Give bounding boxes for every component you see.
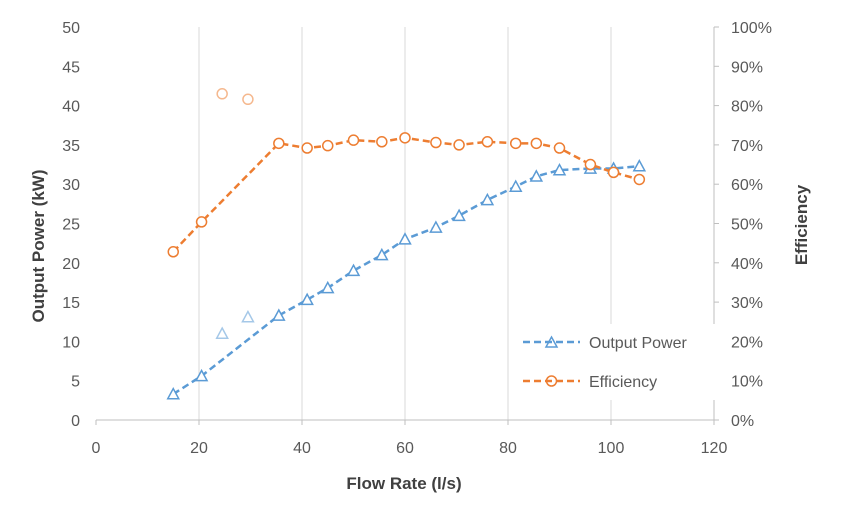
outlier-point-output-power bbox=[215, 326, 229, 339]
data-point-output-power bbox=[429, 220, 443, 233]
y-tick-label: 0 bbox=[71, 413, 80, 430]
x-tick-label: 80 bbox=[499, 440, 517, 457]
data-point-output-power bbox=[375, 247, 389, 261]
data-point-output-power bbox=[320, 280, 335, 294]
x-tick-label: 60 bbox=[396, 440, 414, 457]
legend-label-efficiency: Efficiency bbox=[589, 374, 657, 391]
y-axis-title: Output Power (kW) bbox=[29, 170, 48, 323]
data-point-output-power bbox=[508, 179, 523, 192]
data-point-output-power bbox=[552, 162, 567, 176]
data-point-efficiency bbox=[481, 136, 494, 148]
data-point-efficiency bbox=[376, 136, 388, 148]
data-point-efficiency bbox=[607, 166, 620, 179]
y-tick-label: 5 bbox=[71, 374, 80, 391]
data-point-efficiency bbox=[453, 139, 465, 151]
y2-axis-title: Efficiency bbox=[792, 184, 811, 265]
legend-item-output-power: Output Power bbox=[523, 335, 688, 352]
x-tick-label: 20 bbox=[190, 440, 208, 457]
data-point-efficiency bbox=[322, 139, 334, 152]
y2-tick-label: 70% bbox=[731, 138, 763, 155]
legend-item-efficiency: Efficiency bbox=[523, 374, 657, 391]
data-point-output-power bbox=[166, 386, 181, 400]
data-point-efficiency bbox=[347, 134, 360, 146]
y-tick-label: 20 bbox=[62, 256, 80, 273]
data-point-efficiency bbox=[584, 158, 597, 171]
data-point-efficiency bbox=[167, 246, 179, 258]
y-tick-label: 50 bbox=[62, 20, 80, 37]
x-tick-label: 0 bbox=[92, 440, 101, 457]
y2-tick-label: 0% bbox=[731, 413, 754, 430]
data-point-efficiency bbox=[530, 137, 543, 150]
grid bbox=[198, 27, 612, 420]
data-point-output-power bbox=[452, 208, 466, 222]
outlier-point-efficiency bbox=[242, 93, 254, 106]
data-point-output-power bbox=[346, 263, 361, 277]
y2-tick-label: 10% bbox=[731, 374, 763, 391]
y2-tick-label: 40% bbox=[731, 256, 763, 273]
data-point-output-power bbox=[632, 159, 647, 172]
data-point-output-power bbox=[194, 368, 209, 382]
data-point-efficiency bbox=[195, 216, 208, 228]
tick-labels: 0 20 40 60 80 100 120 0 5 10 15 20 25 30 35 40 45 50 0% 10%… bbox=[62, 20, 772, 457]
y2-tick-label: 50% bbox=[731, 217, 763, 234]
x-tick-label: 100 bbox=[598, 440, 625, 457]
y-tick-label: 40 bbox=[62, 99, 80, 116]
x-axis-title: Flow Rate (l/s) bbox=[346, 474, 461, 493]
data-point-efficiency bbox=[553, 142, 566, 154]
data-point-efficiency bbox=[301, 142, 313, 154]
data-point-output-power bbox=[480, 192, 495, 206]
y2-tick-label: 80% bbox=[731, 99, 763, 116]
series-output-power bbox=[166, 159, 647, 400]
y2-tick-label: 20% bbox=[731, 334, 763, 351]
legend: Output Power Efficiency bbox=[513, 324, 719, 400]
data-point-efficiency bbox=[399, 132, 411, 144]
y2-tick-label: 30% bbox=[731, 295, 763, 312]
legend-label-output-power: Output Power bbox=[589, 335, 688, 352]
data-point-efficiency bbox=[633, 173, 646, 186]
outlier-point-efficiency bbox=[216, 88, 228, 100]
x-tick-label: 40 bbox=[293, 440, 311, 457]
data-point-output-power bbox=[300, 292, 314, 306]
legend-marker-circle bbox=[545, 375, 558, 387]
y-tick-label: 10 bbox=[62, 334, 80, 351]
series-layer bbox=[166, 88, 647, 400]
y2-tick-label: 90% bbox=[731, 59, 763, 76]
y-tick-label: 45 bbox=[62, 59, 80, 76]
y-tick-label: 15 bbox=[62, 295, 80, 312]
y-tick-label: 25 bbox=[62, 217, 80, 234]
data-point-output-power bbox=[529, 169, 544, 182]
x-tick-label: 120 bbox=[701, 440, 728, 457]
data-point-output-power bbox=[272, 308, 286, 321]
legend-marker-triangle bbox=[544, 335, 559, 348]
y2-tick-label: 60% bbox=[731, 177, 763, 194]
y-tick-label: 35 bbox=[62, 138, 80, 155]
data-point-efficiency bbox=[509, 137, 522, 150]
data-point-output-power bbox=[398, 232, 412, 245]
series-efficiency bbox=[167, 88, 646, 258]
data-point-efficiency bbox=[273, 137, 285, 150]
y2-tick-label: 100% bbox=[731, 20, 772, 37]
data-point-efficiency bbox=[430, 136, 442, 149]
y-tick-label: 30 bbox=[62, 177, 80, 194]
outlier-point-output-power bbox=[241, 309, 255, 323]
